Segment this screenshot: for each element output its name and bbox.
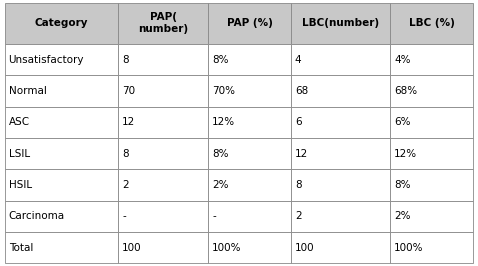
Text: 8: 8 <box>122 55 129 65</box>
Bar <box>5 169 119 201</box>
Bar <box>119 138 208 169</box>
Text: 70: 70 <box>122 86 135 96</box>
Bar <box>391 201 473 232</box>
Text: 2%: 2% <box>394 211 411 221</box>
Bar <box>391 44 473 75</box>
Text: 100%: 100% <box>212 243 241 253</box>
Text: LBC(number): LBC(number) <box>302 18 380 28</box>
Bar <box>119 232 208 263</box>
Text: 6%: 6% <box>394 117 411 127</box>
Text: 12%: 12% <box>212 117 235 127</box>
Bar <box>208 44 291 75</box>
Text: 70%: 70% <box>212 86 235 96</box>
Text: Unsatisfactory: Unsatisfactory <box>9 55 84 65</box>
Bar <box>5 138 119 169</box>
Text: Total: Total <box>9 243 33 253</box>
Bar <box>291 75 391 107</box>
Bar <box>208 107 291 138</box>
Text: Carcinoma: Carcinoma <box>9 211 65 221</box>
Text: 8: 8 <box>122 149 129 159</box>
Bar <box>5 201 119 232</box>
Text: 8: 8 <box>295 180 302 190</box>
Text: ASC: ASC <box>9 117 30 127</box>
Bar <box>5 107 119 138</box>
Bar <box>208 3 291 44</box>
Text: 8%: 8% <box>212 149 228 159</box>
Bar <box>119 169 208 201</box>
Text: Category: Category <box>35 18 88 28</box>
Bar <box>208 138 291 169</box>
Text: 2%: 2% <box>212 180 228 190</box>
Bar <box>5 232 119 263</box>
Text: 4: 4 <box>295 55 302 65</box>
Bar <box>391 3 473 44</box>
Bar <box>291 169 391 201</box>
Text: 12: 12 <box>295 149 308 159</box>
Bar <box>208 232 291 263</box>
Text: -: - <box>212 211 216 221</box>
Bar <box>208 169 291 201</box>
Bar <box>5 75 119 107</box>
Bar <box>291 44 391 75</box>
Bar <box>291 107 391 138</box>
Text: 100: 100 <box>122 243 142 253</box>
Text: 2: 2 <box>122 180 129 190</box>
Text: 68%: 68% <box>394 86 417 96</box>
Bar <box>208 201 291 232</box>
Bar <box>5 44 119 75</box>
Text: 2: 2 <box>295 211 302 221</box>
Bar <box>391 138 473 169</box>
Text: PAP (%): PAP (%) <box>227 18 272 28</box>
Text: 4%: 4% <box>394 55 411 65</box>
Bar <box>291 232 391 263</box>
Text: HSIL: HSIL <box>9 180 32 190</box>
Bar <box>208 75 291 107</box>
Bar <box>391 107 473 138</box>
Text: PAP(
number): PAP( number) <box>138 13 188 34</box>
Text: Normal: Normal <box>9 86 46 96</box>
Text: 6: 6 <box>295 117 302 127</box>
Text: 8%: 8% <box>212 55 228 65</box>
Bar <box>291 201 391 232</box>
Text: 12: 12 <box>122 117 135 127</box>
Bar <box>119 44 208 75</box>
Text: LSIL: LSIL <box>9 149 30 159</box>
Bar <box>119 3 208 44</box>
Text: LBC (%): LBC (%) <box>409 18 455 28</box>
Bar <box>5 3 119 44</box>
Text: -: - <box>122 211 126 221</box>
Bar <box>391 169 473 201</box>
Bar <box>291 3 391 44</box>
Bar <box>119 201 208 232</box>
Bar <box>119 107 208 138</box>
Text: 8%: 8% <box>394 180 411 190</box>
Text: 68: 68 <box>295 86 308 96</box>
Text: 100: 100 <box>295 243 315 253</box>
Text: 12%: 12% <box>394 149 417 159</box>
Text: 100%: 100% <box>394 243 424 253</box>
Bar <box>391 232 473 263</box>
Bar <box>119 75 208 107</box>
Bar <box>391 75 473 107</box>
Bar <box>291 138 391 169</box>
